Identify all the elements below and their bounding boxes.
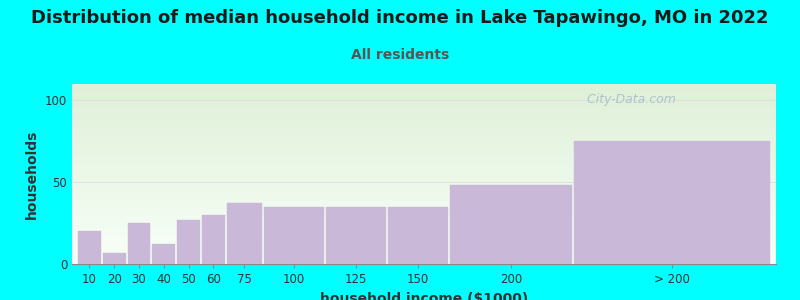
- Bar: [574, 141, 770, 264]
- Bar: [152, 244, 175, 264]
- Text: All residents: All residents: [351, 48, 449, 62]
- Bar: [78, 231, 101, 264]
- Bar: [450, 185, 572, 264]
- Bar: [326, 207, 386, 264]
- Bar: [264, 207, 324, 264]
- Bar: [102, 253, 126, 264]
- Bar: [127, 223, 150, 264]
- Y-axis label: households: households: [26, 129, 39, 219]
- Text: Distribution of median household income in Lake Tapawingo, MO in 2022: Distribution of median household income …: [31, 9, 769, 27]
- Text: City-Data.com: City-Data.com: [579, 93, 676, 106]
- Bar: [388, 207, 448, 264]
- Bar: [226, 203, 262, 264]
- Bar: [202, 215, 225, 264]
- Bar: [177, 220, 200, 264]
- X-axis label: household income ($1000): household income ($1000): [320, 292, 528, 300]
